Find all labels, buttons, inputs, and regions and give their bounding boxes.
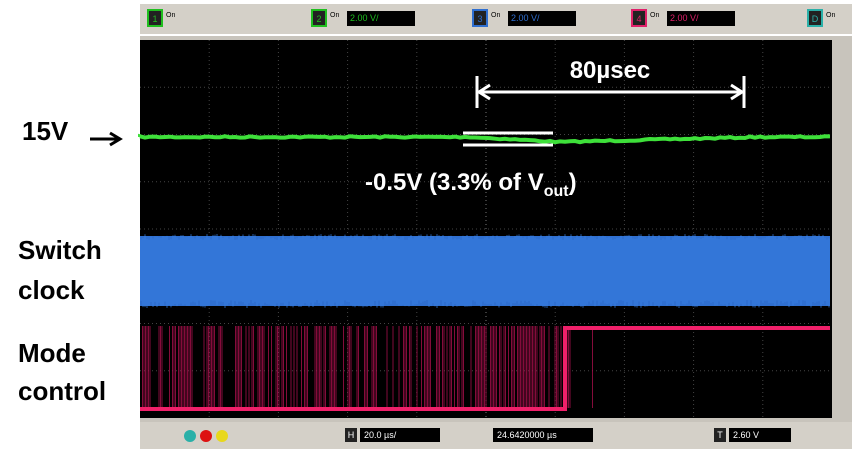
switch-label: Switch: [18, 235, 102, 265]
h-scale: 20.0 µs/: [364, 430, 397, 440]
delay-value: 24.6420000 µs: [497, 430, 557, 440]
channel-number: D: [812, 14, 819, 24]
channel-number: 1: [152, 14, 157, 24]
channel-state: On: [330, 12, 339, 19]
top-toolbar: [140, 4, 852, 34]
trigger-level: 2.60 V: [733, 430, 759, 440]
channel-number: 2: [316, 14, 321, 24]
h-key: H: [348, 430, 355, 440]
switch-label: clock: [18, 275, 85, 305]
icon: [200, 430, 212, 442]
channel-scale: 2.00 V/: [350, 13, 379, 23]
channel-state: On: [491, 12, 500, 19]
scope-figure: 15V Switch clock Mode control 80µsec -0.…: [0, 0, 868, 451]
mode-texture: [143, 326, 593, 408]
channel-number: 4: [636, 14, 641, 24]
droop-text: -0.5V (3.3% of V: [365, 169, 544, 196]
channel-state: On: [166, 12, 175, 19]
channel-state: On: [826, 12, 835, 19]
mode-label: Mode: [18, 338, 86, 368]
channel-scale: 2.00 V/: [511, 13, 540, 23]
channel-scale: 2.00 V/: [670, 13, 699, 23]
mode-label: control: [18, 376, 106, 406]
level-arrow: [90, 133, 120, 145]
t-key: T: [717, 430, 723, 440]
interval-label: 80µsec: [570, 57, 651, 84]
level-label: 15V: [22, 116, 69, 146]
droop-close: ): [569, 169, 577, 196]
icon: [184, 430, 196, 442]
channel-number: 3: [477, 14, 482, 24]
droop-subscript: out: [544, 183, 570, 200]
icon: [216, 430, 228, 442]
channel-state: On: [650, 12, 659, 19]
